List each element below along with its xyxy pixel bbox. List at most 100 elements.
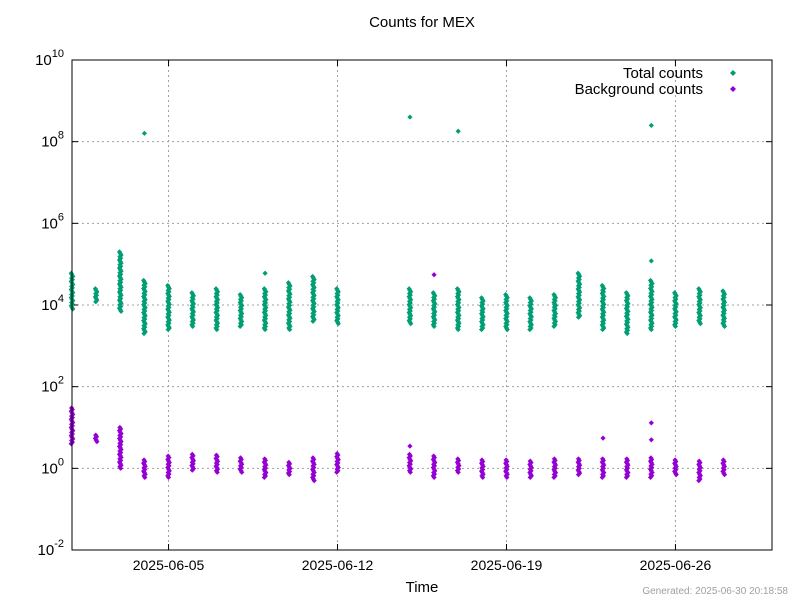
background-counts-point	[552, 457, 558, 464]
background-counts-point	[527, 474, 533, 480]
total-counts-point	[552, 295, 559, 301]
plot-frame	[71, 59, 773, 551]
y-axis: 10-2 100 102 104 106 108 1010	[35, 48, 772, 559]
background-counts-point	[647, 474, 654, 480]
total-counts-point	[601, 317, 607, 323]
background-counts-point	[335, 465, 341, 471]
total-counts-point	[576, 276, 582, 283]
background-counts-point	[528, 473, 535, 479]
total-counts-point	[214, 323, 220, 330]
total-counts-point	[456, 315, 462, 322]
grid	[72, 60, 772, 550]
total-counts-point	[408, 313, 414, 319]
total-counts-point	[214, 315, 220, 322]
total-counts-point	[262, 270, 268, 276]
total-counts-point	[239, 311, 245, 317]
total-counts-point	[166, 301, 172, 308]
background-counts-point	[286, 472, 292, 478]
total-counts-point	[649, 315, 655, 322]
total-counts-point	[166, 293, 172, 300]
background-counts-point	[311, 469, 317, 476]
total-counts-point	[118, 276, 124, 282]
total-counts-point	[576, 292, 582, 298]
total-counts-point	[431, 323, 437, 329]
total-counts-point	[577, 305, 583, 311]
total-counts-point	[118, 295, 124, 302]
total-counts-point	[697, 313, 703, 319]
background-counts-point	[431, 474, 437, 480]
total-counts-point	[552, 311, 559, 317]
total-counts-point	[528, 322, 535, 328]
background-counts-point	[599, 474, 605, 480]
background-counts-point	[576, 465, 582, 471]
total-counts-point	[335, 305, 341, 311]
background-counts-point	[673, 459, 679, 465]
total-counts-point	[311, 285, 317, 291]
total-counts-point	[649, 304, 655, 310]
total-counts-point	[649, 280, 655, 287]
total-counts-point	[142, 316, 148, 322]
background-counts-point	[238, 464, 244, 471]
x-tick-label: 2025-06-26	[640, 557, 712, 573]
background-counts-point	[504, 474, 510, 480]
background-counts-point	[214, 454, 220, 460]
y-tick-label: 102	[41, 375, 64, 396]
background-counts-point	[697, 468, 703, 474]
legend-label-total: Total counts	[623, 65, 703, 82]
background-counts-point	[311, 456, 317, 463]
background-counts-point	[721, 467, 727, 473]
total-counts-point	[166, 309, 172, 315]
background-counts-point	[455, 469, 461, 475]
total-counts-point	[166, 320, 172, 326]
total-counts-point	[552, 322, 558, 328]
y-tick-label: 1010	[35, 48, 64, 69]
total-counts-point	[142, 321, 148, 327]
total-counts-point	[480, 301, 486, 307]
total-counts-point	[697, 289, 703, 295]
total-counts-point	[721, 294, 727, 301]
total-counts-point	[649, 292, 655, 298]
total-counts-point	[673, 296, 679, 302]
total-counts-point	[456, 323, 462, 330]
total-counts-point	[649, 300, 655, 306]
background-counts-point	[214, 461, 220, 468]
total-counts-point	[624, 330, 630, 337]
background-counts-point	[408, 466, 414, 472]
background-counts-point	[575, 472, 582, 478]
total-counts-point	[118, 303, 124, 310]
background-counts-point	[431, 463, 438, 469]
total-counts-point	[673, 309, 679, 315]
total-counts-point	[721, 299, 728, 305]
total-counts-point	[697, 297, 703, 303]
background-counts-point	[239, 469, 245, 475]
total-counts-point	[407, 300, 413, 306]
background-counts-point	[697, 465, 703, 471]
total-counts-point	[625, 293, 631, 299]
total-counts-point	[721, 323, 728, 329]
total-counts-point	[238, 306, 244, 312]
total-counts-point	[93, 292, 100, 298]
background-counts-point	[551, 474, 557, 480]
total-counts-point	[600, 312, 607, 319]
total-counts-point	[118, 252, 124, 258]
total-counts-point	[262, 315, 269, 322]
background-counts-point	[431, 471, 438, 477]
background-counts-point	[142, 458, 148, 465]
total-counts-point	[601, 301, 607, 308]
background-counts-point	[673, 463, 679, 470]
total-counts-point	[431, 312, 438, 318]
total-counts-point	[262, 308, 269, 314]
background-counts-point	[262, 465, 269, 471]
background-counts-point	[649, 461, 655, 468]
background-counts-point	[576, 457, 582, 464]
total-counts-point	[214, 326, 220, 333]
chart-title: Counts for MEX	[369, 14, 475, 31]
total-counts-point	[408, 297, 414, 303]
background-counts-point	[528, 460, 534, 466]
total-counts-point	[408, 289, 414, 295]
total-counts-point	[166, 297, 172, 303]
total-counts-point	[408, 305, 414, 311]
total-counts-point	[262, 326, 268, 333]
background-counts-point	[165, 474, 172, 480]
background-counts-point	[480, 474, 486, 480]
